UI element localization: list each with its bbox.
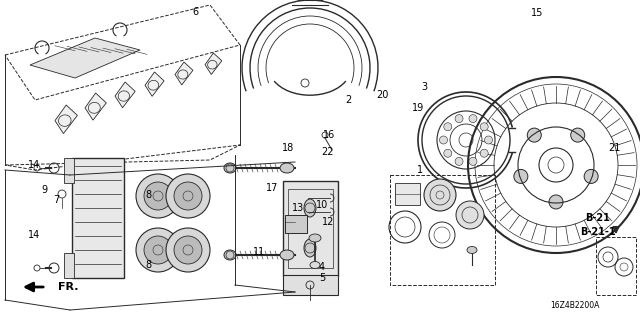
Bar [64,253,74,278]
Ellipse shape [310,261,320,268]
Circle shape [166,228,210,272]
Text: 11: 11 [253,247,265,257]
Bar [390,175,495,285]
Circle shape [455,115,463,123]
Ellipse shape [280,250,294,260]
Bar [72,158,124,278]
Text: 8: 8 [145,260,151,270]
Text: 20: 20 [376,90,388,100]
Text: 19: 19 [412,103,424,113]
Ellipse shape [304,239,316,257]
Ellipse shape [467,246,477,253]
Text: 16Z4B2200A: 16Z4B2200A [550,300,600,309]
Bar [395,183,420,205]
Polygon shape [85,93,106,120]
Circle shape [136,174,180,218]
Circle shape [469,157,477,165]
Circle shape [144,182,172,210]
Text: 22: 22 [321,147,333,157]
Circle shape [571,128,585,142]
Circle shape [549,195,563,209]
Text: B-21-1: B-21-1 [580,227,616,237]
Polygon shape [145,72,164,96]
Bar [288,189,333,268]
Circle shape [514,169,528,183]
Bar [283,275,338,295]
Ellipse shape [280,163,294,173]
Text: 14: 14 [28,160,40,170]
Text: 12: 12 [322,217,334,227]
Text: 15: 15 [531,8,543,18]
Ellipse shape [224,163,236,173]
Circle shape [174,236,202,264]
Text: 18: 18 [282,143,294,153]
Circle shape [456,201,484,229]
Text: 21: 21 [608,143,620,153]
Text: 13: 13 [292,203,304,213]
Text: 3: 3 [421,82,427,92]
Text: 4: 4 [319,262,325,272]
Text: 5: 5 [319,273,325,283]
Circle shape [480,149,488,157]
Text: 10: 10 [316,200,328,210]
Ellipse shape [224,250,236,260]
Bar [283,181,338,276]
Circle shape [469,115,477,123]
Polygon shape [115,82,135,108]
Circle shape [174,182,202,210]
Text: 9: 9 [41,185,47,195]
Text: 1: 1 [417,165,423,175]
Circle shape [484,136,493,144]
Bar [64,158,74,183]
Circle shape [527,128,541,142]
Circle shape [136,228,180,272]
Circle shape [144,236,172,264]
Polygon shape [205,53,222,75]
Text: 16: 16 [323,130,335,140]
Text: 8: 8 [145,190,151,200]
Bar [285,215,307,233]
Circle shape [444,149,452,157]
Text: 14: 14 [28,230,40,240]
Circle shape [455,157,463,165]
Text: FR.: FR. [58,282,78,292]
Polygon shape [55,105,77,134]
Circle shape [440,136,447,144]
Text: 2: 2 [345,95,351,105]
Polygon shape [30,38,140,78]
Circle shape [444,123,452,131]
Text: 7: 7 [53,195,59,205]
Ellipse shape [304,199,316,217]
Text: 6: 6 [192,7,198,17]
Circle shape [424,179,456,211]
Polygon shape [175,62,193,85]
Ellipse shape [309,234,321,242]
Circle shape [166,174,210,218]
Circle shape [480,123,488,131]
Text: B-21: B-21 [586,213,611,223]
Circle shape [584,169,598,183]
Bar [596,237,636,295]
Text: 17: 17 [266,183,278,193]
